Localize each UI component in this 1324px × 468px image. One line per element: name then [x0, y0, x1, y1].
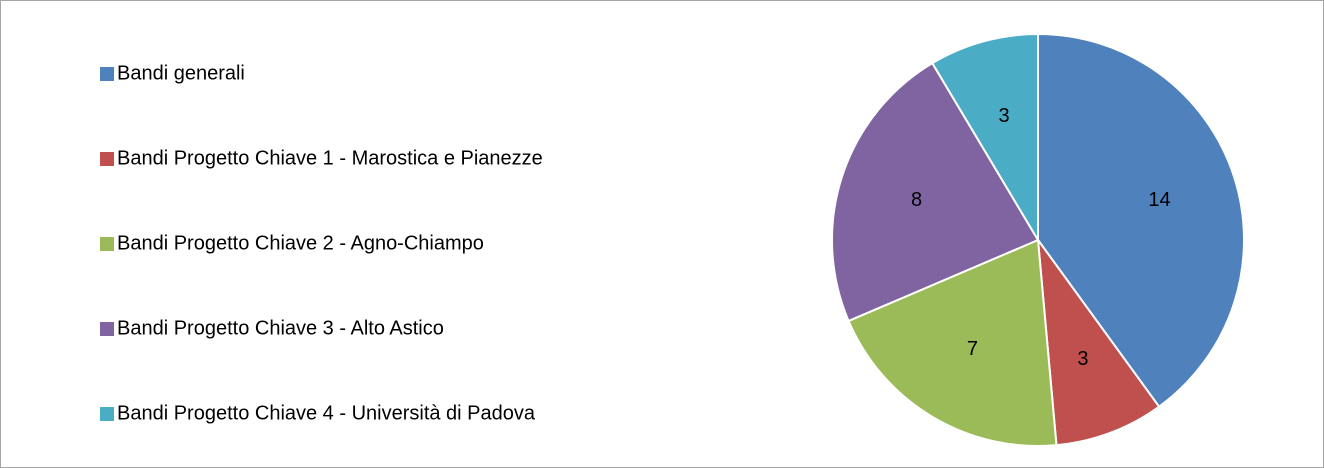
- legend-label: Bandi Progetto Chiave 1 - Marostica e Pi…: [117, 147, 543, 169]
- legend-swatch: [100, 237, 114, 251]
- legend-label: Bandi Progetto Chiave 4 - Università di …: [117, 402, 536, 424]
- data-label: 14: [1148, 189, 1170, 211]
- legend-label: Bandi Progetto Chiave 3 - Alto Astico: [117, 317, 444, 339]
- data-label: 3: [1077, 348, 1088, 370]
- pie-slice: [847, 238, 1058, 447]
- legend-label: Bandi generali: [117, 62, 245, 84]
- legend-swatch: [100, 322, 114, 336]
- pie-slice: [1037, 32, 1245, 409]
- data-label: 3: [998, 105, 1009, 127]
- pie-slice: [1036, 236, 1161, 447]
- legend-swatch: [100, 407, 114, 421]
- pie-slice: [930, 32, 1039, 244]
- legend-swatch: [100, 67, 114, 81]
- pie-slice: [831, 61, 1040, 323]
- data-label: 7: [967, 338, 978, 360]
- legend-label: Bandi Progetto Chiave 2 - Agno-Chiampo: [117, 232, 484, 254]
- legend-swatch: [100, 152, 114, 166]
- data-label: 8: [911, 189, 922, 211]
